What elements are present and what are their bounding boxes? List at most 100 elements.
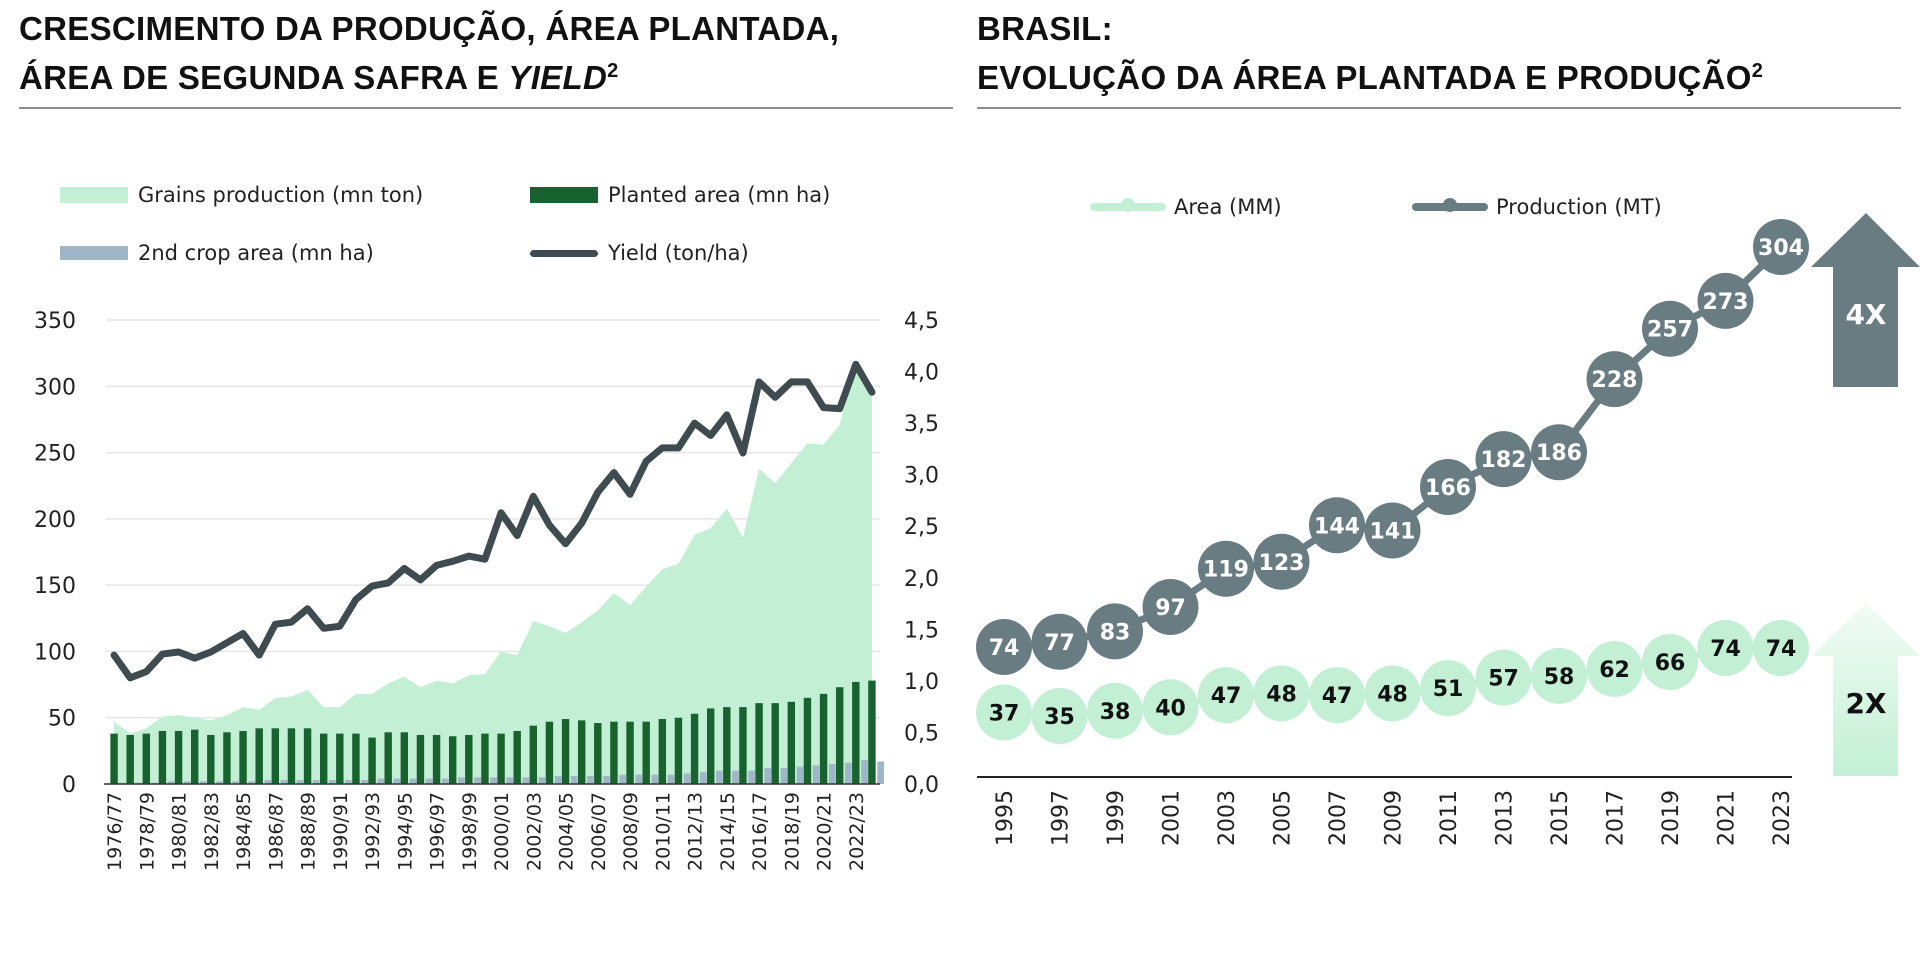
second-crop-bar bbox=[603, 776, 610, 784]
area-marker bbox=[1087, 682, 1143, 739]
y-right-tick-label: 3,5 bbox=[904, 412, 939, 437]
left-title-divider bbox=[19, 107, 953, 109]
y-left-tick-label: 50 bbox=[48, 707, 76, 732]
planted-area-bar bbox=[513, 730, 521, 784]
x-tick-label: 2003 bbox=[1215, 790, 1240, 846]
planted-area-bar bbox=[594, 723, 602, 784]
second-crop-bar bbox=[458, 777, 465, 784]
second-crop-bar bbox=[619, 774, 626, 784]
right-title-line1: BRASIL: bbox=[977, 10, 1113, 47]
production-data-label: 74 bbox=[989, 636, 1020, 661]
planted-area-bar bbox=[529, 725, 538, 784]
area-data-label: 35 bbox=[1044, 705, 1075, 730]
y-right-tick-label: 0,5 bbox=[904, 721, 939, 746]
second-crop-bar bbox=[538, 777, 546, 784]
legend-swatch-second-crop bbox=[60, 246, 128, 260]
production-data-label: 228 bbox=[1592, 368, 1638, 393]
area-data-label: 51 bbox=[1433, 677, 1464, 702]
legend-label-yield: Yield (ton/ha) bbox=[608, 241, 749, 265]
y-left-tick-label: 350 bbox=[34, 309, 76, 334]
second-crop-bar bbox=[861, 760, 868, 784]
legend-item-area: Area (MM) bbox=[1090, 195, 1282, 219]
legend-swatch-production bbox=[1412, 198, 1488, 212]
x-tick-label: 2004/05 bbox=[556, 792, 578, 871]
production-marker bbox=[1031, 613, 1088, 670]
grains-production-area bbox=[114, 359, 872, 784]
second-crop-bar bbox=[232, 781, 239, 784]
area-data-label: 62 bbox=[1599, 658, 1630, 683]
x-tick-label: 2000/01 bbox=[491, 792, 513, 871]
planted-area-bar bbox=[207, 734, 215, 784]
area-data-label: 58 bbox=[1544, 665, 1575, 690]
y-left-tick-label: 150 bbox=[34, 574, 76, 599]
x-tick-label: 2018/19 bbox=[781, 792, 803, 871]
x-tick-label: 2008/09 bbox=[620, 792, 642, 871]
production-data-label: 83 bbox=[1100, 620, 1131, 645]
second-crop-bar bbox=[441, 778, 449, 784]
y-left-tick-label: 0 bbox=[62, 773, 76, 798]
x-tick-label: 1990/91 bbox=[330, 792, 352, 871]
production-growth-arrow bbox=[1811, 213, 1920, 387]
production-growth-label: 4X bbox=[1845, 298, 1886, 331]
legend-marker-area bbox=[1121, 198, 1135, 212]
area-data-label: 40 bbox=[1155, 696, 1186, 721]
x-tick-label: 1992/93 bbox=[362, 792, 384, 871]
planted-area-bar bbox=[319, 733, 328, 784]
planted-area-bar bbox=[497, 733, 505, 784]
second-crop-bar bbox=[296, 780, 304, 784]
second-crop-bar bbox=[522, 777, 530, 784]
right-title-line2-text: EVOLUÇÃO DA ÁREA PLANTADA E PRODUÇÃO bbox=[977, 59, 1752, 96]
planted-area-bar bbox=[690, 713, 699, 784]
left-title-line2: ÁREA DE SEGUNDA SAFRA E YIELD2 bbox=[19, 50, 839, 99]
area-marker bbox=[1198, 667, 1254, 724]
area-line bbox=[1003, 644, 1781, 720]
planted-area-bar bbox=[481, 733, 489, 784]
legend-label-planted: Planted area (mn ha) bbox=[608, 183, 831, 207]
x-tick-label: 2010/11 bbox=[652, 792, 674, 871]
planted-area-bar bbox=[819, 693, 828, 784]
production-data-label: 123 bbox=[1259, 551, 1305, 576]
planted-area-bar bbox=[723, 707, 731, 784]
planted-area-bar bbox=[771, 703, 779, 784]
second-crop-bar bbox=[651, 774, 659, 784]
legend-label-production: Production (MT) bbox=[1496, 195, 1662, 219]
planted-area-bar bbox=[787, 701, 796, 784]
production-data-label: 77 bbox=[1044, 631, 1075, 656]
legend-label-second-crop: 2nd crop area (mn ha) bbox=[138, 241, 374, 265]
x-tick-label: 1997 bbox=[1049, 790, 1074, 846]
x-tick-label: 1978/79 bbox=[136, 792, 158, 871]
second-crop-bar bbox=[361, 780, 368, 784]
second-crop-bar bbox=[845, 762, 852, 784]
x-tick-label: 2002/03 bbox=[523, 792, 545, 871]
planted-area-bar bbox=[674, 717, 683, 784]
second-crop-bar bbox=[683, 773, 691, 784]
x-tick-label: 2005 bbox=[1271, 790, 1296, 846]
left-title-line2-prefix: ÁREA DE SEGUNDA SAFRA E bbox=[19, 59, 509, 96]
x-tick-label: 2022/23 bbox=[846, 792, 868, 871]
second-crop-bar bbox=[425, 778, 433, 784]
y-left-tick-label: 250 bbox=[34, 442, 76, 467]
second-crop-bar bbox=[812, 765, 820, 784]
yield-line bbox=[110, 360, 876, 682]
production-marker bbox=[1420, 459, 1476, 515]
x-tick-label: 2017 bbox=[1604, 790, 1629, 846]
area-data-label: 48 bbox=[1266, 682, 1297, 707]
second-crop-bar bbox=[264, 780, 272, 784]
planted-area-bar bbox=[658, 719, 667, 784]
y-left-tick-label: 300 bbox=[34, 375, 76, 400]
right-title-superscript: 2 bbox=[1751, 60, 1764, 82]
x-tick-label: 1994/95 bbox=[394, 792, 416, 871]
second-crop-bar bbox=[377, 778, 385, 784]
legend-label-grains: Grains production (mn ton) bbox=[138, 183, 424, 207]
area-growth-arrow bbox=[1811, 603, 1920, 776]
x-tick-label: 2019 bbox=[1659, 790, 1684, 846]
production-marker bbox=[1309, 497, 1365, 554]
x-tick-label: 2001 bbox=[1160, 790, 1185, 846]
second-crop-bar bbox=[796, 766, 804, 784]
planted-area-bar bbox=[223, 732, 231, 784]
planted-area-bar bbox=[642, 721, 650, 784]
legend-item-grains: Grains production (mn ton) bbox=[60, 183, 423, 207]
area-marker bbox=[1586, 640, 1643, 697]
second-crop-bar bbox=[699, 772, 707, 784]
second-crop-bar bbox=[748, 770, 755, 784]
